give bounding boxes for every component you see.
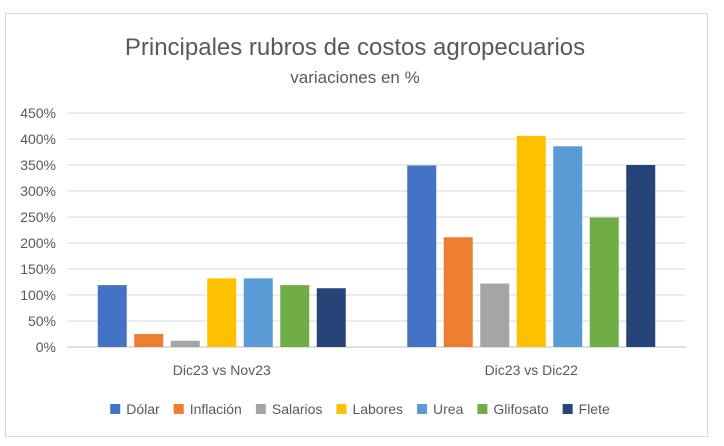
legend-label: Inflación: [190, 401, 242, 417]
bar-flete: [316, 288, 346, 347]
bar-labores: [516, 135, 546, 347]
bar-dólar: [407, 165, 437, 347]
bar-urea: [553, 146, 583, 347]
legend-label: Flete: [579, 401, 610, 417]
x-category-label: Dic23 vs Dic22: [485, 362, 579, 378]
bar-glifosato: [280, 285, 310, 347]
y-tick-label: 400%: [20, 131, 56, 147]
legend-label: Labores: [352, 401, 403, 417]
bar-inflación: [134, 334, 164, 347]
legend-item: Inflación: [173, 401, 242, 417]
x-axis-categories: Dic23 vs Nov23 Dic23 vs Dic22: [173, 362, 578, 378]
y-tick-label: 450%: [20, 105, 56, 121]
chart-subtitle: variaciones en %: [290, 68, 419, 87]
legend-item: Salarios: [255, 401, 323, 417]
y-tick-label: 0%: [36, 339, 56, 355]
legend-swatch: [255, 404, 266, 414]
legend-swatch: [336, 404, 347, 414]
gridlines: [67, 112, 686, 348]
y-tick-label: 50%: [28, 313, 56, 329]
bar-labores: [207, 278, 237, 347]
bar-flete: [626, 165, 656, 347]
bar-glifosato: [589, 217, 619, 347]
legend-label: Salarios: [272, 401, 323, 417]
y-tick-label: 250%: [20, 209, 56, 225]
bar-inflación: [443, 237, 473, 347]
y-tick-label: 300%: [20, 183, 56, 199]
bar-urea: [243, 278, 273, 347]
bar-salarios: [480, 283, 510, 347]
legend-swatch: [477, 404, 488, 414]
legend-item: Glifosato: [477, 401, 549, 417]
bar-salarios: [170, 340, 200, 347]
legend-label: Dólar: [126, 401, 160, 417]
legend-item: Labores: [336, 401, 403, 417]
bar-dólar: [97, 285, 127, 347]
y-axis-ticks: 0% 50% 100% 150% 200% 250% 300% 350% 400% 450%: [20, 105, 56, 355]
y-tick-label: 100%: [20, 287, 56, 303]
legend-label: Urea: [433, 401, 464, 417]
legend-item: Flete: [562, 401, 610, 417]
legend-swatch: [173, 404, 184, 414]
y-tick-label: 200%: [20, 235, 56, 251]
legend-item: Dólar: [110, 401, 160, 417]
x-category-label: Dic23 vs Nov23: [173, 362, 271, 378]
legend-item: Urea: [417, 401, 464, 417]
bars: [97, 135, 656, 347]
y-tick-label: 150%: [20, 261, 56, 277]
legend: Dólar Inflación Salarios Labores Urea Glifosa…: [110, 401, 610, 417]
legend-swatch: [417, 404, 428, 414]
chart-title: Principales rubros de costos agropecuari…: [125, 34, 585, 61]
legend-swatch: [562, 404, 573, 414]
legend-label: Glifosato: [493, 401, 548, 417]
y-tick-label: 350%: [20, 157, 56, 173]
legend-swatch: [110, 404, 121, 414]
